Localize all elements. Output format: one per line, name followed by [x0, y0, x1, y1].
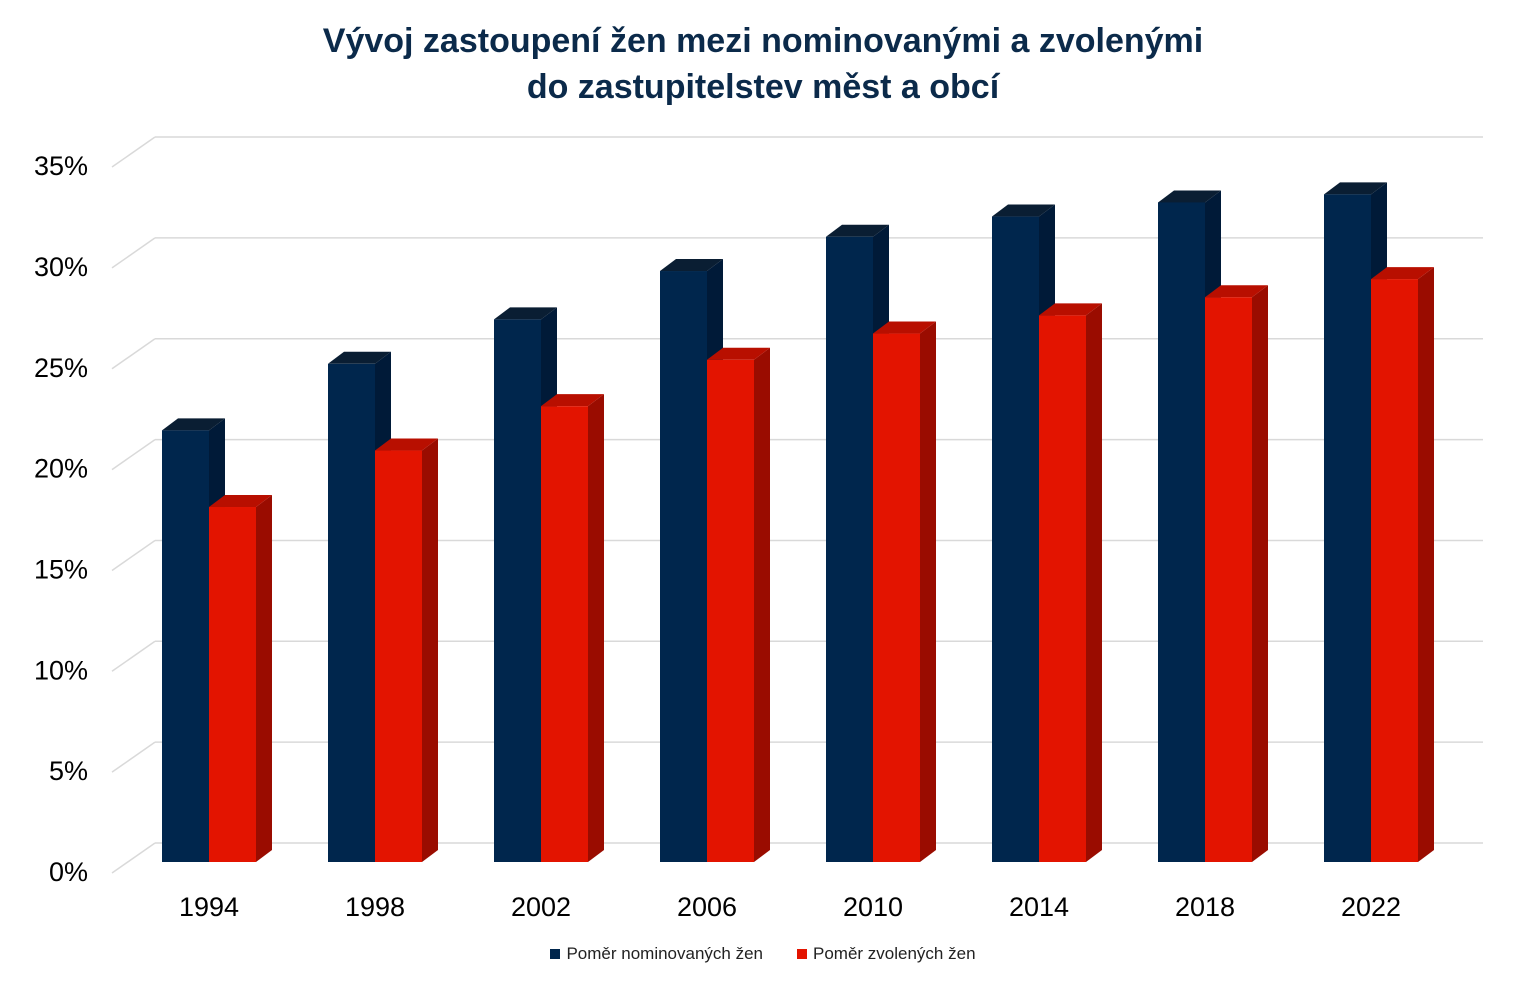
bar-elected-side: [588, 394, 604, 862]
y-tick-label: 0%: [49, 857, 88, 887]
bar-elected-top: [1039, 303, 1102, 316]
bar-nominated: [494, 319, 541, 862]
gridline-slant: [111, 640, 156, 672]
bar-elected-side: [1252, 285, 1268, 862]
legend-swatch-elected: [797, 949, 807, 959]
x-tick-label: 2014: [1009, 892, 1069, 922]
bar-nominated-top: [992, 204, 1055, 217]
bar-nominated: [992, 216, 1039, 862]
gridline-slant: [111, 338, 156, 370]
bar-elected: [873, 333, 920, 862]
bar-nominated-top: [660, 259, 723, 272]
bar-elected: [1039, 315, 1086, 862]
y-tick-label: 35%: [34, 151, 88, 181]
y-tick-label: 25%: [34, 353, 88, 383]
bar-elected-top: [707, 347, 770, 360]
bar-elected-side: [422, 438, 438, 862]
gridline-slant: [111, 438, 156, 471]
bar-elected-top: [541, 394, 604, 407]
bar-elected-side: [754, 347, 770, 863]
x-tick-label: 2022: [1341, 892, 1401, 922]
y-tick-label: 5%: [49, 756, 88, 786]
x-tick-label: 1998: [345, 892, 405, 922]
legend-label-nominated: Poměr nominovaných žen: [566, 944, 763, 963]
bar-nominated: [1324, 194, 1371, 863]
bar-elected: [209, 507, 256, 862]
legend-swatch-nominated: [550, 949, 561, 959]
bar-elected: [1205, 297, 1252, 862]
gridline-slant: [111, 842, 156, 874]
gridline-slant: [111, 539, 156, 572]
y-tick-label: 15%: [34, 554, 88, 584]
x-tick-label: 2018: [1175, 892, 1235, 922]
bar-nominated-top: [1324, 182, 1387, 195]
y-tick-label: 20%: [34, 454, 88, 484]
bar-nominated-top: [826, 224, 889, 237]
bar-nominated: [660, 271, 707, 862]
x-tick-label: 2010: [843, 892, 903, 922]
bar-nominated: [1158, 202, 1205, 863]
bar-elected: [375, 450, 422, 862]
y-tick-label: 30%: [34, 252, 88, 282]
chart-title-line2: do zastupitelstev měst a obcí: [526, 68, 1000, 106]
bar-nominated-top: [1158, 190, 1221, 203]
y-tick-label: 10%: [34, 655, 88, 685]
bar-elected-top: [873, 321, 936, 334]
bar-elected-side: [1418, 267, 1434, 862]
gridline-slant: [111, 136, 156, 168]
x-tick-label: 2002: [511, 892, 571, 922]
bar-elected-top: [1371, 267, 1434, 280]
x-tick-label: 1994: [179, 892, 239, 922]
legend-item-elected: Poměr zvolených žen: [797, 944, 976, 964]
bar-elected-top: [209, 495, 272, 508]
x-tick-label: 2006: [677, 892, 737, 922]
legend-label-elected: Poměr zvolených žen: [813, 944, 976, 963]
gridline-slant: [111, 237, 156, 269]
bar-nominated: [826, 236, 873, 863]
bar-elected-side: [920, 321, 936, 862]
bar-nominated-top: [494, 307, 557, 320]
bar-elected-side: [256, 495, 272, 862]
bar-nominated: [328, 363, 375, 862]
bar-elected-top: [375, 438, 438, 451]
bar-elected: [1371, 279, 1418, 862]
chart-title-line1: Vývoj zastoupení žen mezi nominovanými a…: [322, 22, 1204, 60]
gridline-slant: [111, 741, 156, 773]
bar-nominated-top: [328, 351, 391, 364]
chart-legend: Poměr nominovaných žen Poměr zvolených ž…: [0, 944, 1526, 964]
legend-item-nominated: Poměr nominovaných žen: [550, 944, 763, 964]
chart-title: Vývoj zastoupení žen mezi nominovanými a…: [0, 18, 1526, 110]
bar-elected: [541, 406, 588, 862]
bar-nominated-top: [162, 418, 225, 431]
bar-elected: [707, 359, 754, 862]
bar-elected-side: [1086, 303, 1102, 862]
bar-elected-top: [1205, 285, 1268, 298]
bar-nominated: [162, 430, 209, 862]
